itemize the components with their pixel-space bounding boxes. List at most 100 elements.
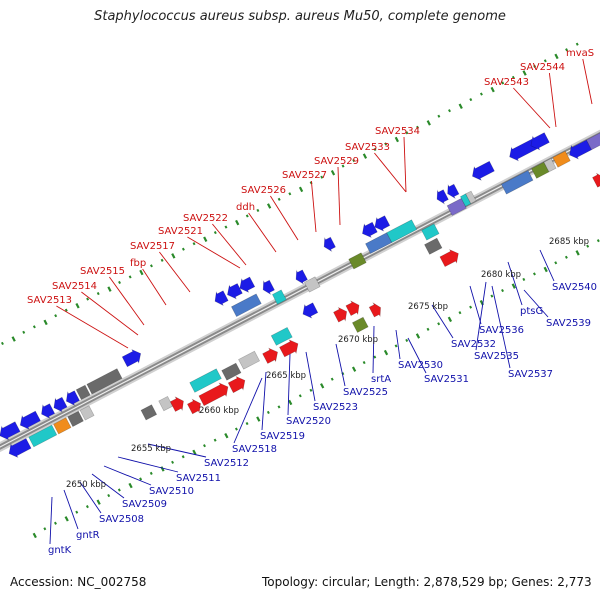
- scale-tick: [575, 250, 580, 256]
- gene-arrow: [8, 438, 32, 459]
- scale-tick: [394, 344, 398, 348]
- scale-tick: [224, 225, 228, 229]
- scale-tick: [437, 114, 441, 118]
- scale-tick: [256, 416, 261, 422]
- scale-tick: [75, 303, 80, 309]
- gene-arrow: [530, 132, 550, 151]
- scale-tick: [554, 261, 558, 265]
- scale-tick: [224, 432, 229, 439]
- scale-tick: [235, 219, 240, 226]
- bottom-gene-label: SAV2512: [204, 458, 249, 469]
- scale-tick: [213, 438, 217, 442]
- top-label-leader: [56, 305, 129, 349]
- scale-tick: [405, 338, 409, 342]
- scale-tick: [320, 175, 324, 179]
- gene-arrow: [472, 160, 495, 181]
- bottom-gene-label: SAV2539: [546, 318, 591, 329]
- gene-arrow: [569, 139, 593, 160]
- scale-tick: [181, 247, 185, 251]
- bottom-label-leader: [233, 377, 263, 444]
- scale-tick: [288, 399, 293, 406]
- scale-tick: [416, 125, 420, 129]
- gene-arrow: [323, 236, 336, 253]
- gene-block: [348, 252, 367, 270]
- bottom-gene-label: SAV2519: [260, 431, 305, 442]
- gene-block: [67, 410, 84, 428]
- bottom-label-leader: [475, 281, 487, 351]
- bottom-label-leader: [103, 465, 152, 486]
- scale-tick: [128, 275, 132, 279]
- top-gene-label: mvaS: [566, 48, 594, 59]
- top-gene-label: SAV2526: [241, 185, 286, 196]
- scale-tick: [458, 311, 462, 315]
- bottom-gene-label: SAV2520: [286, 416, 331, 427]
- bottom-label-leader: [539, 249, 555, 282]
- bottom-gene-label: SAV2530: [398, 360, 443, 371]
- scale-tick: [171, 460, 175, 464]
- gene-block: [421, 223, 440, 241]
- scale-tick: [266, 410, 270, 415]
- gene-block: [75, 384, 91, 401]
- top-gene-label: fbp: [130, 258, 146, 269]
- scale-label: 2680 kbp: [481, 270, 521, 280]
- top-gene-label: SAV2527: [282, 170, 327, 181]
- scale-label: 2665 kbp: [266, 371, 306, 381]
- bottom-gene-label: SAV2532: [451, 339, 496, 350]
- scale-tick: [107, 493, 111, 498]
- top-gene-label: SAV2529: [314, 156, 359, 167]
- scale-tick: [0, 341, 4, 345]
- gene-block: [158, 395, 174, 412]
- genome-summary-text: Topology: circular; Length: 2,878,529 bp…: [262, 575, 592, 589]
- bottom-gene-label: SAV2537: [508, 369, 553, 380]
- bottom-label-leader: [523, 289, 549, 318]
- bottom-label-leader: [305, 351, 316, 402]
- scale-tick: [384, 142, 388, 146]
- scale-tick: [298, 186, 304, 193]
- scale-tick: [277, 197, 281, 201]
- scale-tick: [203, 236, 208, 242]
- scale-tick: [245, 421, 249, 426]
- top-label-leader: [142, 268, 167, 306]
- scale-tick: [128, 482, 133, 489]
- scale-tick: [501, 81, 505, 85]
- gene-block: [552, 150, 571, 168]
- bottom-label-leader: [395, 329, 401, 360]
- gene-arrow: [41, 403, 56, 420]
- scale-tick: [32, 325, 36, 329]
- scale-tick: [341, 164, 345, 168]
- scale-tick: [330, 377, 334, 381]
- scale-tick: [160, 258, 164, 262]
- top-label-leader: [212, 223, 247, 266]
- gene-arrow: [509, 138, 538, 162]
- gene-arrow: [447, 183, 460, 200]
- scale-tick: [501, 288, 504, 293]
- gene-arrow: [239, 276, 256, 293]
- scale-tick: [373, 147, 377, 152]
- scale-tick: [565, 48, 569, 52]
- gene-arrow: [345, 300, 360, 317]
- scale-tick: [405, 131, 409, 135]
- scale-tick: [586, 244, 590, 248]
- gene-arrow: [374, 215, 391, 232]
- top-label-leader: [81, 291, 139, 336]
- scale-tick: [596, 239, 600, 243]
- gene-arrow: [214, 290, 229, 307]
- gene-block: [86, 368, 123, 395]
- scale-tick: [160, 466, 165, 472]
- bottom-gene-label: SAV2531: [424, 374, 469, 385]
- scale-tick: [447, 316, 453, 323]
- gene-arrow: [262, 279, 275, 296]
- gene-arrow: [198, 382, 229, 407]
- scale-tick: [11, 336, 16, 342]
- scale-tick: [362, 153, 368, 159]
- bottom-label-leader: [63, 489, 79, 530]
- gene-arrow: [362, 221, 378, 239]
- label-line-layer: [49, 58, 593, 545]
- top-label-leader: [248, 212, 277, 253]
- gene-block: [230, 293, 262, 318]
- genome-title: Staphylococcus aureus subsp. aureus Mu50…: [94, 9, 506, 24]
- scale-tick: [32, 532, 37, 539]
- scale-tick: [54, 314, 58, 318]
- scale-tick: [543, 59, 547, 63]
- scale-tick: [96, 291, 100, 296]
